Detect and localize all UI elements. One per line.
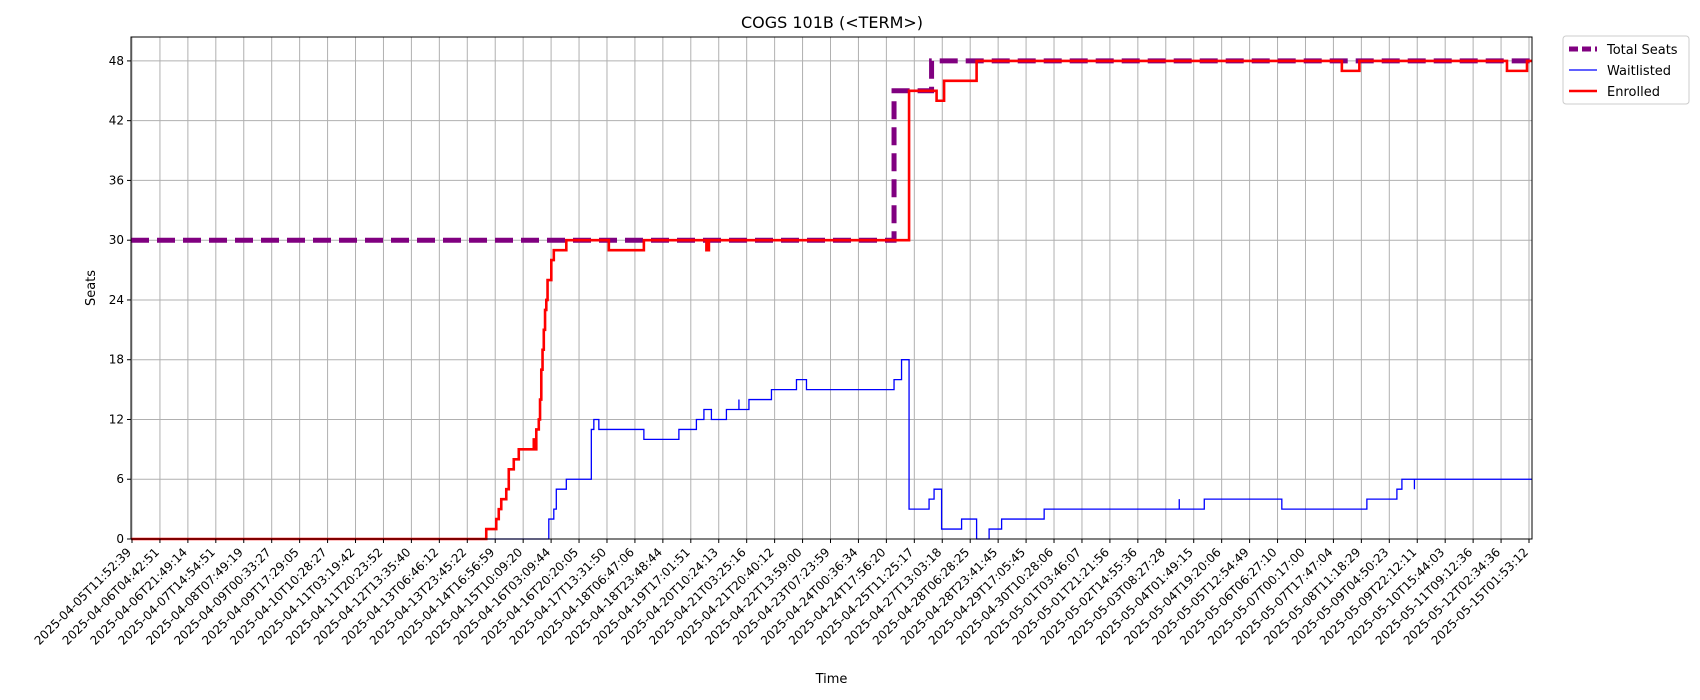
y-tick-label: 42 (109, 114, 124, 128)
x-axis-ticks: 2025-04-05T11:52:392025-04-06T04:42:5120… (32, 539, 1531, 648)
y-tick-label: 24 (109, 293, 124, 307)
y-tick-label: 18 (109, 353, 124, 367)
y-tick-label: 0 (116, 532, 124, 546)
x-axis-label: Time (815, 672, 848, 687)
grid (131, 37, 1532, 540)
legend-box (1562, 35, 1690, 105)
y-tick-label: 36 (109, 173, 124, 187)
y-axis-label: Seats (84, 270, 99, 306)
y-axis-ticks: 0 6 12 18 24 30 36 42 48 (109, 54, 131, 546)
legend: Total Seats Waitlisted Enrolled (1562, 35, 1690, 105)
legend-label-total-seats: Total Seats (1606, 43, 1678, 58)
chart-title: COGS 101B (<TERM>) (741, 13, 923, 32)
plot-frame (130, 36, 1533, 540)
legend-label-waitlisted: Waitlisted (1607, 64, 1671, 79)
legend-label-enrolled: Enrolled (1607, 85, 1660, 100)
y-tick-label: 30 (109, 233, 124, 247)
plot-area (131, 58, 1532, 541)
y-tick-label: 48 (109, 54, 124, 68)
series-enrolled-line (131, 59, 1532, 541)
series-waitlisted-line (131, 359, 1532, 540)
series-total-seats-line (131, 58, 1532, 243)
y-tick-label: 6 (116, 472, 124, 486)
y-tick-label: 12 (109, 412, 124, 426)
